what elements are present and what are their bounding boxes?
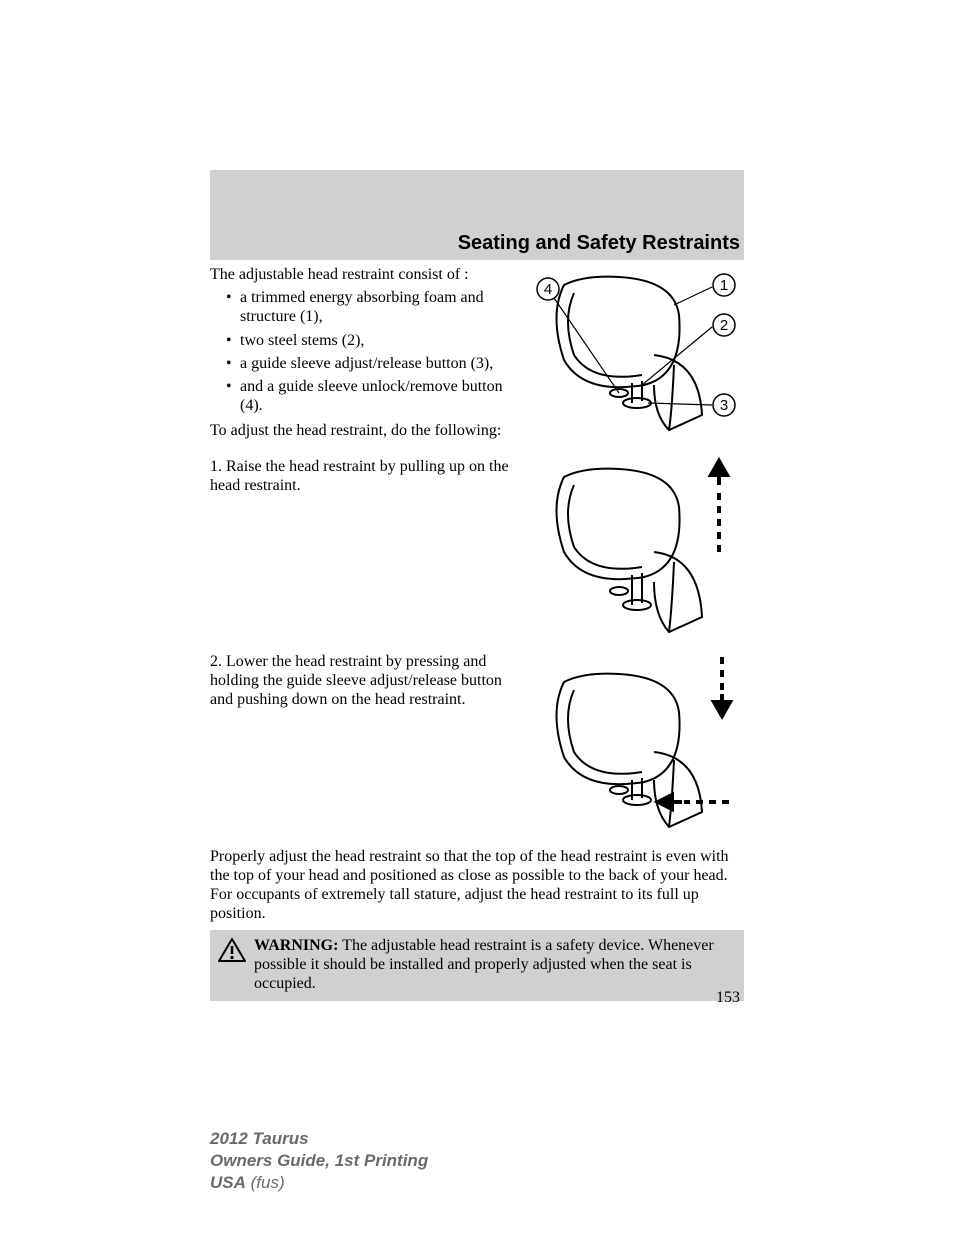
step1-row: 1. Raise the head restraint by pulling u… [210, 457, 744, 642]
headrest-raise-diagram [534, 457, 744, 642]
step2-row: 2. Lower the head restraint by pressing … [210, 652, 744, 837]
headrest-labeled-diagram: 1 2 3 4 [524, 265, 744, 440]
adjust-intro: To adjust the head restraint, do the fol… [210, 421, 512, 440]
callout-2: 2 [720, 317, 728, 334]
list-item: two steel stems (2), [226, 331, 512, 350]
intro-block: The adjustable head restraint consist of… [210, 265, 512, 447]
intro-row: The adjustable head restraint consist of… [210, 265, 744, 447]
component-list: a trimmed energy absorbing foam and stru… [210, 288, 512, 415]
callout-1: 1 [720, 277, 728, 294]
intro-text: The adjustable head restraint consist of… [210, 265, 512, 284]
headrest-lower-diagram [534, 652, 744, 837]
list-item: a guide sleeve adjust/release button (3)… [226, 354, 512, 373]
footer: 2012 Taurus Owners Guide, 1st Printing U… [210, 1128, 428, 1194]
section-title: Seating and Safety Restraints [458, 232, 740, 255]
list-item: and a guide sleeve unlock/remove button … [226, 377, 512, 415]
footer-line-3b: (fus) [246, 1173, 285, 1192]
warning-box: WARNING: The adjustable head restraint i… [210, 930, 744, 1002]
step1-text: 1. Raise the head restraint by pulling u… [210, 457, 522, 495]
warning-label: WARNING: [254, 937, 338, 954]
footer-line-3a: USA [210, 1173, 246, 1192]
callout-4: 4 [544, 281, 552, 298]
warning-text-block: WARNING: The adjustable head restraint i… [254, 936, 736, 994]
footer-line-1: 2012 Taurus [210, 1128, 428, 1150]
step2-text: 2. Lower the head restraint by pressing … [210, 652, 522, 710]
list-item: a trimmed energy absorbing foam and stru… [226, 288, 512, 326]
properly-adjust-text: Properly adjust the head restraint so th… [210, 847, 744, 924]
callout-3: 3 [720, 397, 728, 414]
page-number: 153 [716, 989, 740, 1007]
warning-icon [218, 938, 246, 967]
footer-line-2: Owners Guide, 1st Printing [210, 1150, 428, 1172]
page-content: The adjustable head restraint consist of… [210, 265, 744, 1001]
